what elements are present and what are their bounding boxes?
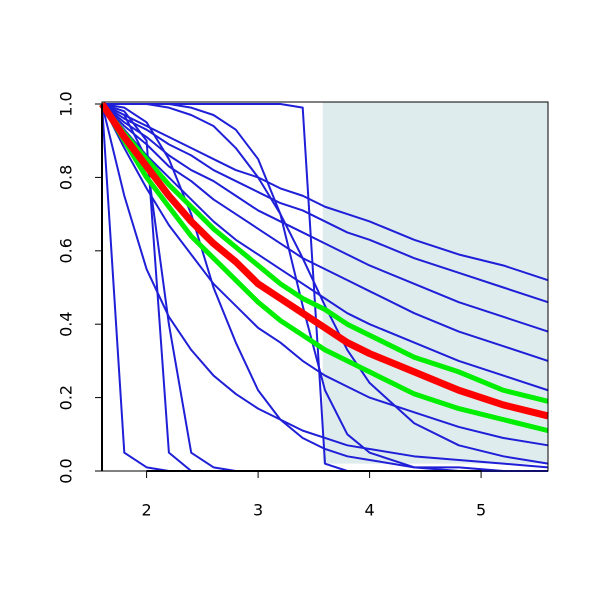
series-line (101, 103, 549, 469)
y-tick-label: 1.0 (57, 91, 76, 116)
y-tick-label: 0.0 (57, 458, 76, 483)
x-tick-label: 2 (142, 501, 152, 520)
series-line (101, 103, 549, 362)
y-tick-label: 0.2 (57, 385, 76, 410)
series-line (99, 102, 549, 420)
x-tick-label: 5 (476, 501, 486, 520)
series-line (101, 103, 549, 282)
series-line (102, 103, 549, 465)
series-line (101, 103, 549, 333)
x-tick-label: 3 (253, 501, 263, 520)
series-line (101, 103, 549, 447)
series-line (101, 103, 549, 392)
x-tick-label: 4 (365, 501, 375, 520)
y-tick-label: 0.6 (57, 238, 76, 263)
y-tick-label: 0.8 (57, 165, 76, 190)
series-line (99, 102, 549, 434)
y-tick-label: 0.4 (57, 311, 76, 336)
series-line (101, 103, 549, 304)
series-line (100, 102, 549, 404)
